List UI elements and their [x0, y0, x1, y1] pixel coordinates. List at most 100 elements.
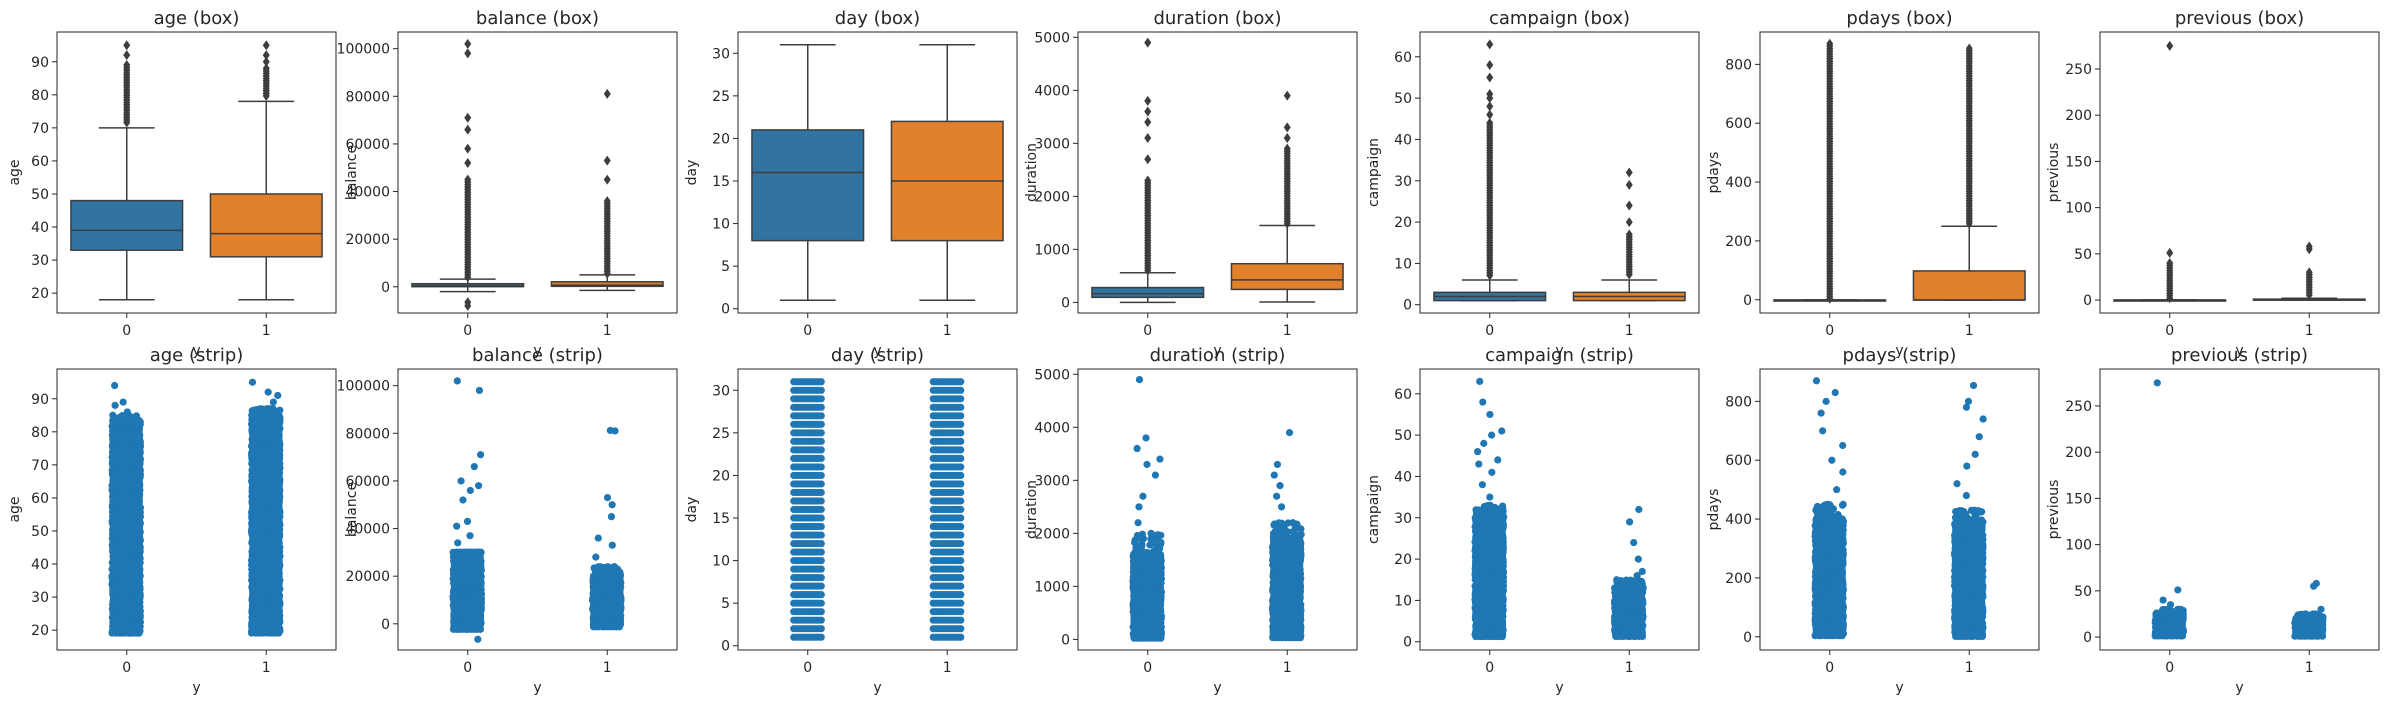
- strip-point: [459, 496, 467, 504]
- strip-point: [109, 411, 117, 419]
- outlier-point: [1486, 72, 1494, 83]
- y-axis-label: balance: [344, 145, 360, 200]
- box-iqr: [1230, 262, 1344, 291]
- y-tick-label: 400: [1725, 175, 1752, 191]
- y-tick-label: 25: [712, 89, 730, 105]
- strip-point: [476, 625, 484, 633]
- axes-frame: [397, 31, 678, 314]
- outlier-point: [2305, 241, 2313, 252]
- strip-point: [135, 418, 143, 426]
- outlier-point: [1965, 218, 1973, 229]
- strip-point: [957, 420, 965, 428]
- strip-point: [455, 548, 463, 556]
- y-tick-label: 150: [2065, 154, 2092, 170]
- y-tick-label: 100: [2065, 201, 2092, 217]
- outlier-point: [1625, 200, 1633, 211]
- strip-point: [276, 406, 284, 414]
- box-1: [209, 40, 323, 301]
- box-1: [890, 44, 1004, 301]
- strip-point: [957, 625, 965, 633]
- outlier-point: [1486, 39, 1494, 50]
- outlier-point: [464, 300, 472, 311]
- strip-point: [1133, 444, 1141, 453]
- y-axis-label: campaign: [1366, 138, 1382, 207]
- strip-point: [957, 522, 965, 531]
- y-tick-label: 30: [31, 253, 49, 269]
- x-tick-label: 1: [1625, 323, 1634, 339]
- strip-point: [957, 497, 965, 505]
- strip-point: [817, 616, 825, 624]
- outlier-point: [262, 50, 270, 61]
- outlier-point: [603, 88, 611, 99]
- strip-point: [817, 454, 825, 463]
- strip-point: [957, 591, 965, 599]
- x-tick-label: 0: [122, 323, 131, 339]
- y-tick-label: 20: [712, 468, 730, 484]
- strip-point: [1136, 533, 1145, 541]
- outlier-point: [464, 48, 472, 59]
- strip-point: [817, 522, 825, 531]
- strip-0: [1129, 376, 1166, 642]
- strip-point: [957, 556, 965, 565]
- strip-point: [123, 408, 131, 416]
- strip-point: [466, 532, 474, 540]
- y-tick-label: 25: [712, 426, 730, 442]
- outlier-point: [603, 268, 611, 279]
- y-tick-label: 20: [31, 286, 49, 302]
- chart-title: day (box): [835, 8, 920, 29]
- y-axis-label: duration: [1024, 480, 1040, 539]
- strip-point: [453, 522, 461, 530]
- strip-point: [817, 412, 825, 420]
- x-axis-label: y: [873, 343, 881, 359]
- chart-title: pdays (box): [1846, 8, 1952, 29]
- axes-frame: [56, 368, 337, 651]
- strip-point: [957, 599, 965, 607]
- chart-title: balance (box): [476, 8, 599, 29]
- y-tick-label: 90: [31, 392, 49, 408]
- y-tick-label: 5000: [1034, 30, 1070, 46]
- axes-frame: [1077, 368, 1358, 651]
- strip-point: [1156, 455, 1164, 463]
- outlier-point: [1144, 37, 1152, 48]
- outlier-point: [1625, 179, 1633, 190]
- strip-point: [817, 463, 825, 471]
- strip-point: [957, 480, 965, 488]
- strip-point: [957, 437, 965, 445]
- strip-point: [957, 539, 965, 548]
- outlier-point: [123, 117, 131, 128]
- strip-point: [957, 403, 965, 411]
- strip-point: [470, 463, 478, 471]
- y-tick-label: 50: [2074, 247, 2092, 263]
- box-0: [1773, 38, 1887, 304]
- strip-0: [108, 381, 145, 637]
- strip-point: [957, 548, 965, 556]
- outlier-point: [464, 38, 472, 49]
- strip-point: [817, 591, 825, 599]
- x-axis-label: y: [873, 680, 881, 696]
- strip-point: [817, 505, 825, 514]
- strip-point: [274, 391, 282, 400]
- box-1: [2252, 241, 2366, 301]
- y-tick-label: 5: [721, 259, 730, 275]
- strip-point: [1143, 460, 1151, 469]
- x-tick-label: 1: [603, 323, 612, 339]
- y-tick-label: 0: [1061, 632, 1070, 648]
- strip-point: [817, 539, 825, 548]
- chart-title: duration (box): [1153, 8, 1281, 29]
- outlier-point: [2305, 289, 2313, 300]
- x-axis-label: y: [1213, 343, 1221, 359]
- axes-frame: [737, 368, 1018, 651]
- chart-title: duration (strip): [1150, 345, 1286, 366]
- x-tick-label: 0: [122, 660, 131, 676]
- y-tick-label: 20: [31, 623, 49, 639]
- strip-point: [256, 405, 264, 413]
- strip-point: [817, 488, 825, 497]
- outlier-point: [1486, 109, 1494, 120]
- strip-point: [957, 488, 965, 497]
- outlier-point: [123, 40, 131, 51]
- x-tick-label: 0: [463, 660, 472, 676]
- strip-point: [957, 608, 965, 616]
